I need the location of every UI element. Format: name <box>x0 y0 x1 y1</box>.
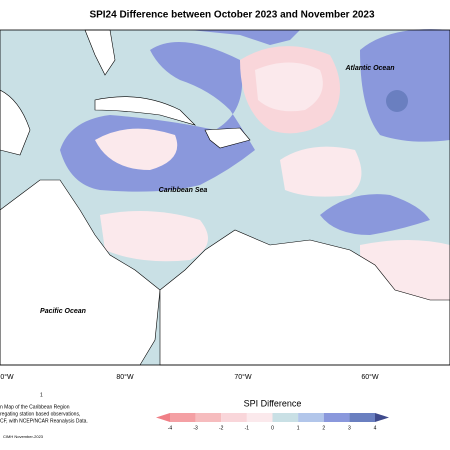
longitude-label: 60°W <box>361 373 379 381</box>
legend-swatch <box>156 413 170 422</box>
legend-tick-label: -2 <box>219 425 224 431</box>
map-label: Atlantic Ocean <box>344 65 394 72</box>
legend-title: SPI Difference <box>244 398 302 408</box>
land <box>159 229 450 366</box>
dry-region <box>280 146 362 197</box>
legend-swatch <box>349 413 375 422</box>
legend-swatch <box>170 413 196 422</box>
wet-core <box>386 90 408 112</box>
dry-region <box>255 62 323 112</box>
legend-tick-label: 3 <box>348 425 351 431</box>
legend-tick-label: -3 <box>193 425 198 431</box>
dry-region <box>95 128 178 170</box>
title: SPI24 Difference between October 2023 an… <box>89 10 375 21</box>
legend-swatch <box>323 413 350 422</box>
legend-tick-label: 4 <box>374 425 377 431</box>
map <box>0 29 450 366</box>
land <box>204 127 251 149</box>
legend-swatch <box>246 413 273 422</box>
legend-swatch <box>298 413 324 422</box>
note: CF, with NCEP/NCAR Reanalysis Data. <box>0 418 88 424</box>
legend-swatch <box>375 413 389 422</box>
legend-tick-label: 2 <box>322 425 325 431</box>
wet-region <box>360 29 450 142</box>
map-frame <box>0 29 450 366</box>
legend-tick-label: 1 <box>297 425 300 431</box>
map-label: Caribbean Sea <box>159 187 208 194</box>
legend-tick-label: 0 <box>271 425 274 431</box>
longitude-label: 0°W <box>0 373 14 381</box>
legend-swatch <box>195 413 222 422</box>
longitude-label: 80°W <box>116 373 134 381</box>
map-label: Pacific Ocean <box>40 308 86 315</box>
note: n Map of the Caribbean Region <box>0 404 70 410</box>
legend-tick-label: -1 <box>245 425 250 431</box>
note: regating station based observations, <box>0 411 80 417</box>
legend-swatch <box>272 413 299 422</box>
legend-tick-label: -4 <box>168 425 173 431</box>
longitude-label: 70°W <box>234 373 252 381</box>
note: 1 <box>40 392 43 398</box>
wet-region <box>320 194 430 235</box>
legend-swatch <box>221 413 247 422</box>
dry-region <box>100 211 208 262</box>
land <box>94 96 197 126</box>
land <box>0 89 31 156</box>
note: CIMH November-2023 <box>3 434 44 439</box>
